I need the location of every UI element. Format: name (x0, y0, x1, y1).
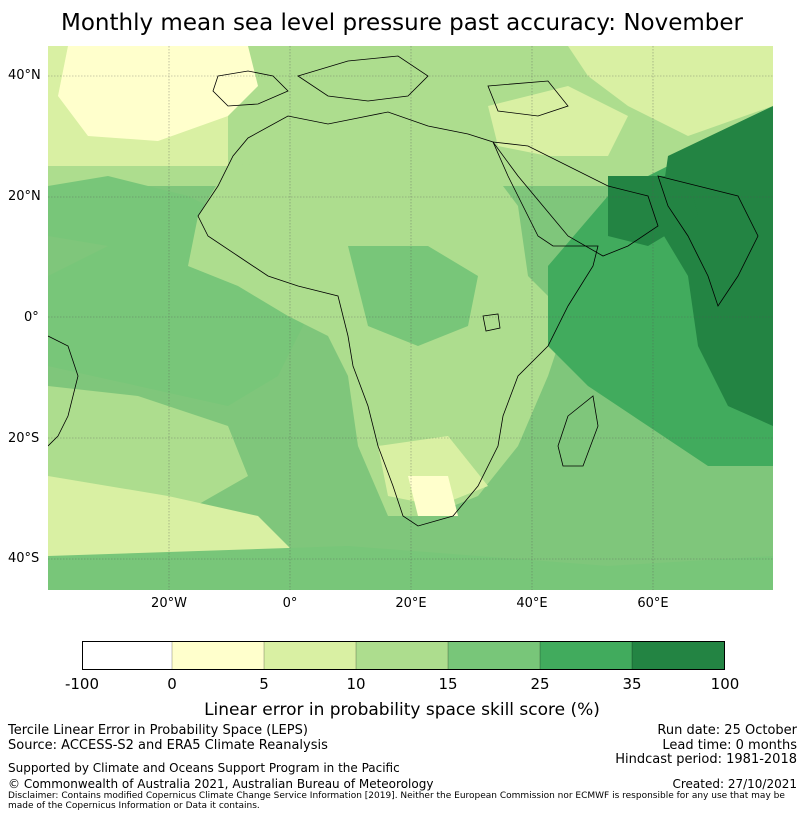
colorbar-label: Linear error in probability space skill … (204, 700, 600, 720)
colorbar (82, 641, 725, 670)
colorbar-tick: 15 (438, 675, 458, 693)
colorbar-swatch (632, 641, 725, 670)
lon-label-40e: 40°E (516, 596, 548, 611)
skill-region (48, 176, 238, 246)
skill-region (58, 46, 258, 141)
colorbar-tick: -100 (64, 675, 100, 693)
lat-label-20s: 20°S (8, 431, 40, 446)
chart-title: Monthly mean sea level pressure past acc… (61, 10, 743, 36)
disclaimer: Disclaimer: Contains modified Copernicus… (8, 791, 785, 811)
colorbar-tick: 35 (622, 675, 642, 693)
colorbar-swatch (448, 641, 540, 670)
skill-region (378, 436, 488, 506)
coastlines (48, 55, 759, 527)
colorbar-tick: 10 (346, 675, 366, 693)
info-supported: Supported by Climate and Oceans Support … (8, 761, 400, 775)
colorbar-tick: 100 (710, 675, 740, 693)
lat-label-0: 0° (24, 310, 39, 325)
lon-label-20e: 20°E (395, 596, 427, 611)
lat-label-40s: 40°S (8, 551, 40, 566)
skill-region (348, 246, 478, 346)
lon-label-20w: 20°W (151, 596, 187, 611)
colorbar-swatch (356, 641, 448, 670)
colorbar-swatch (172, 641, 264, 670)
info-created: Created: 27/10/2021 (672, 777, 797, 791)
skill-region (568, 46, 773, 136)
colorbar-swatch (82, 641, 172, 670)
info-run-date: Run date: 25 October (657, 723, 797, 738)
skill-region (48, 386, 248, 516)
skill-region (488, 86, 628, 156)
info-left-1: Tercile Linear Error in Probability Spac… (8, 723, 308, 738)
colorbar-tick: 5 (259, 675, 269, 693)
colorbar-tick: 25 (530, 675, 550, 693)
colorbar-tick: 0 (167, 675, 177, 693)
info-copyright: © Commonwealth of Australia 2021, Austra… (8, 777, 434, 791)
colorbar-swatch (540, 641, 632, 670)
info-hindcast: Hindcast period: 1981-2018 (615, 752, 797, 767)
skill-region (408, 476, 458, 516)
lon-label-60e: 60°E (637, 596, 669, 611)
info-lead-time: Lead time: 0 months (662, 738, 797, 753)
skill-map (48, 46, 773, 590)
gridlines (48, 46, 773, 590)
skill-region (48, 546, 773, 590)
skill-region (188, 156, 568, 516)
info-left-2: Source: ACCESS-S2 and ERA5 Climate Reana… (8, 738, 328, 753)
colorbar-swatch (264, 641, 356, 670)
lat-label-40n: 40°N (8, 68, 41, 83)
lon-label-0: 0° (282, 596, 298, 611)
lat-label-20n: 20°N (8, 189, 41, 204)
